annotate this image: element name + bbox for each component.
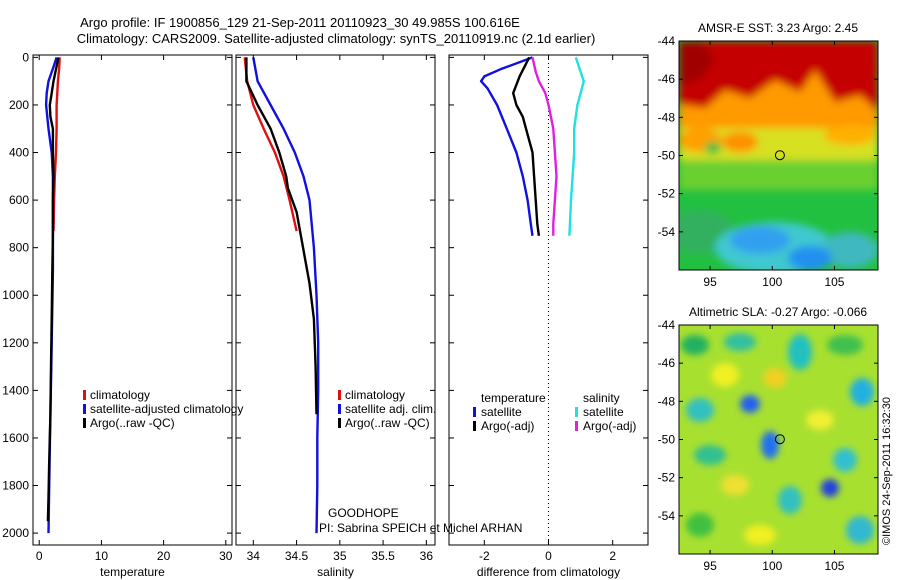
x-tick-label: 36 [420, 549, 434, 563]
y-tick-label: 400 [9, 146, 29, 160]
sst-map-title: AMSR-E SST: 3.23 Argo: 2.45 [698, 21, 858, 35]
map-y-tick-label: -46 [658, 72, 676, 86]
legend-swatch [473, 407, 476, 417]
map-y-tick-label: -50 [658, 433, 676, 447]
sla-map: 95 100 105 -44 -46 -48 -50 -52 -54 [658, 318, 879, 573]
salinity-profile-panel: 34 34.5 35 35.5 36 salinity climatologysatelli… [235, 54, 436, 579]
temperature-x-axis-label: temperature [100, 565, 165, 579]
map-x-tick-label: 105 [824, 559, 844, 573]
map-x-tick-label: 95 [703, 559, 717, 573]
y-tick-label: 200 [9, 98, 29, 112]
x-tick-label: 30 [219, 549, 233, 563]
x-tick-label: 20 [157, 549, 171, 563]
figure-title-line2: Climatology: CARS2009. Satellite-adjuste… [77, 31, 596, 46]
legend-swatch [575, 421, 578, 431]
map-x-tick-label: 100 [762, 559, 782, 573]
map-y-tick-label: -52 [658, 471, 676, 485]
y-tick-label: 0 [22, 50, 29, 64]
salinity-series-1 [252, 57, 320, 534]
sst-map: 95 100 105 -44 -46 -48 -50 -52 -54 [658, 34, 879, 289]
legend-entry: satellite-adjusted climatology [90, 402, 243, 416]
difference-series-2 [568, 57, 585, 236]
map-y-tick-label: -44 [658, 318, 676, 332]
salinity-axes-frame [235, 54, 436, 546]
y-tick-label: 1800 [2, 479, 29, 493]
legend-entry: climatology [345, 388, 405, 402]
x-tick-label: 34 [247, 549, 261, 563]
legend-swatch [338, 390, 341, 400]
legend-entry: satellite [481, 405, 522, 419]
legend-group-title: temperature [481, 391, 546, 405]
x-tick-label: 35 [333, 549, 347, 563]
map-y-tick-label: -48 [658, 394, 676, 408]
x-tick-label: 34.5 [285, 549, 309, 563]
legend-swatch [83, 390, 86, 400]
map-x-tick-label: 95 [703, 275, 717, 289]
legend-entry: satellite [583, 405, 624, 419]
x-tick-label: 10 [95, 549, 109, 563]
map-y-tick-label: -48 [658, 110, 676, 124]
legend-group-title: salinity [583, 391, 620, 405]
y-tick-label: 600 [9, 193, 29, 207]
y-tick-label: 1200 [2, 336, 29, 350]
y-tick-label: 1400 [2, 383, 29, 397]
x-tick-label: -2 [479, 549, 490, 563]
temperature-series-2 [46, 57, 60, 522]
map-y-tick-label: -54 [658, 225, 676, 239]
legend-swatch [575, 407, 578, 417]
x-tick-label: 0 [36, 549, 43, 563]
difference-series-3 [531, 57, 558, 236]
principal-investigators: PI: Sabrina SPEICH et Michel ARHAN [319, 521, 522, 535]
legend-entry: climatology [90, 388, 150, 402]
difference-x-axis-label: difference from climatology [477, 565, 620, 579]
map-y-tick-label: -50 [658, 149, 676, 163]
temperature-axes-frame [32, 54, 233, 546]
legend-swatch [473, 421, 476, 431]
y-tick-label: 2000 [2, 526, 29, 540]
sst-map-axes: 95 100 105 -44 -46 -48 -50 -52 -54 [658, 34, 878, 289]
temperature-profile-panel: 0 10 20 30 0 200 400 600 800 1000 1200 1400 1600 1800… [2, 50, 243, 579]
map-x-tick-label: 105 [824, 275, 844, 289]
project-name: GOODHOPE [328, 506, 399, 520]
map-y-tick-label: -44 [658, 34, 676, 48]
x-tick-label: 35.5 [371, 549, 395, 563]
map-x-tick-label: 100 [762, 275, 782, 289]
legend-entry: Argo(..raw -QC) [345, 416, 430, 430]
salinity-series-2 [245, 57, 318, 415]
legend-swatch [338, 418, 341, 428]
legend-swatch [83, 404, 86, 414]
legend-entry: Argo(..raw -QC) [90, 416, 175, 430]
legend-swatch [83, 418, 86, 428]
x-tick-label: 0 [545, 549, 552, 563]
map-y-tick-label: -46 [658, 356, 676, 370]
difference-legend: temperaturesatelliteArgo(-adj)salinitysa… [473, 391, 636, 433]
x-tick-label: 2 [609, 549, 616, 563]
salinity-series-0 [243, 57, 298, 232]
y-tick-label: 800 [9, 241, 29, 255]
legend-entry: satellite adj. clim. [345, 402, 436, 416]
sla-map-title: Altimetric SLA: -0.27 Argo: -0.066 [689, 305, 867, 319]
sla-argo-location-marker [774, 434, 785, 445]
difference-profile-panel: -2 0 2 difference from climatology temperatu… [448, 54, 649, 579]
figure-title-line1: Argo profile: IF 1900856_129 21-Sep-2011… [80, 15, 520, 30]
difference-series-1 [512, 56, 541, 236]
legend-swatch [338, 404, 341, 414]
map-y-tick-label: -54 [658, 509, 676, 523]
y-tick-label: 1600 [2, 431, 29, 445]
sla-map-background [679, 325, 878, 554]
y-tick-label: 1000 [2, 288, 29, 302]
imos-timestamp: ©IMOS 24-Sep-2011 16:32:30 [881, 397, 893, 545]
legend-entry: Argo(-adj) [583, 419, 636, 433]
legend-entry: Argo(-adj) [481, 419, 534, 433]
sla-map-axes: 95 100 105 -44 -46 -48 -50 -52 -54 [658, 318, 878, 573]
temperature-series-0 [52, 57, 61, 232]
map-y-tick-label: -52 [658, 187, 676, 201]
salinity-x-axis-label: salinity [317, 565, 354, 579]
sst-argo-location-marker [774, 150, 785, 161]
difference-series-0 [479, 56, 534, 236]
